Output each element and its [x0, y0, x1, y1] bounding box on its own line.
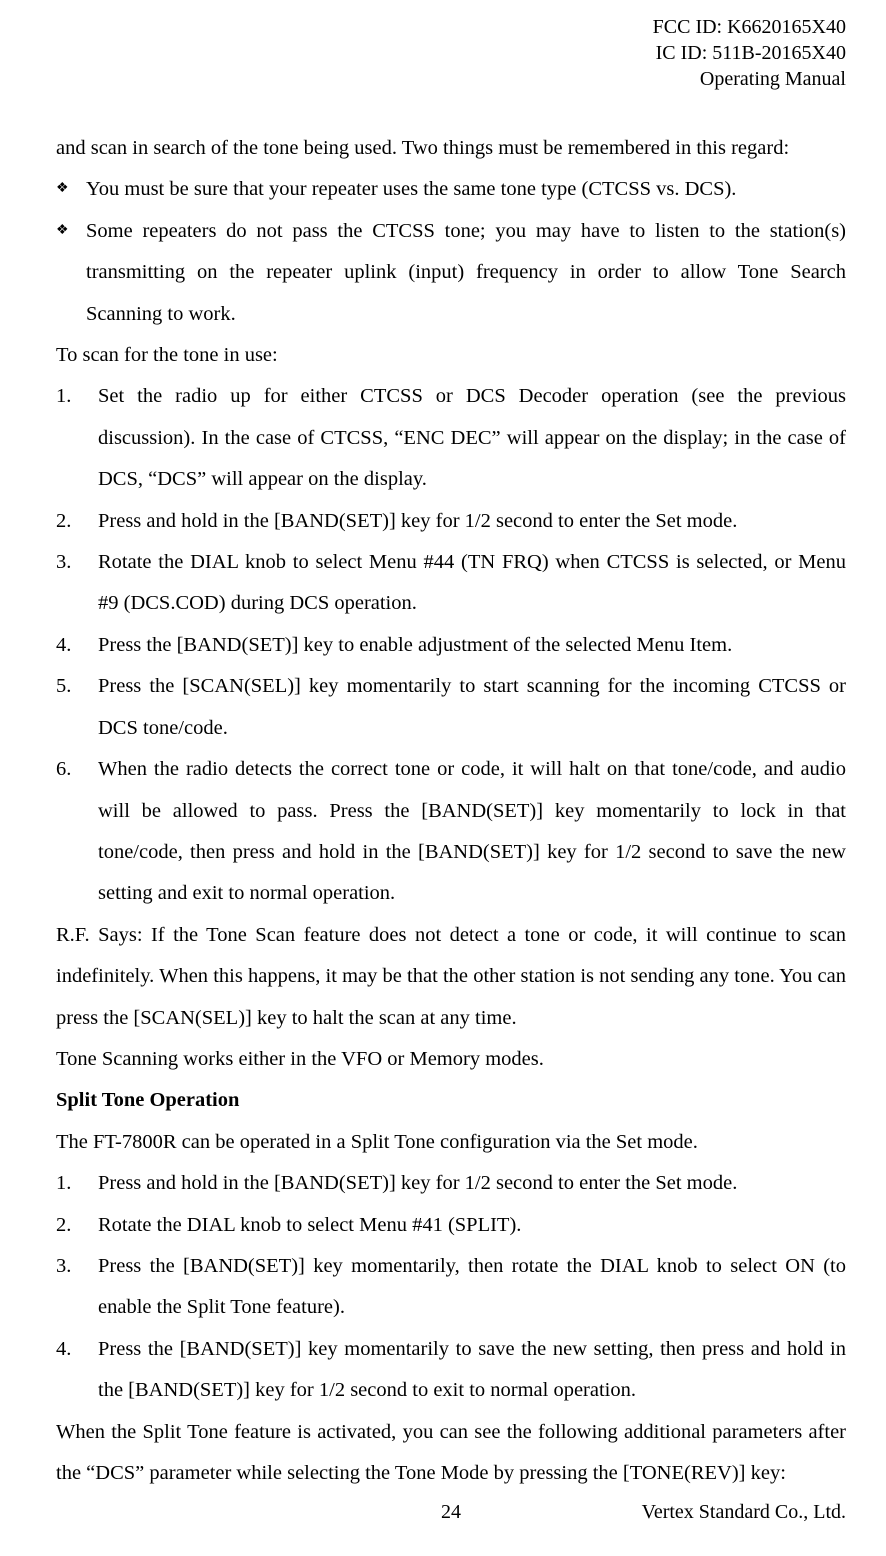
ic-id-line: IC ID: 511B-20165X40	[56, 40, 846, 66]
step-text: When the radio detects the correct tone …	[98, 758, 846, 904]
step-number: 4.	[56, 1329, 86, 1370]
rf-says-paragraph: R.F. Says: If the Tone Scan feature does…	[56, 915, 846, 1039]
step-text: Rotate the DIAL knob to select Menu #44 …	[98, 551, 846, 614]
step-text: Set the radio up for either CTCSS or DCS…	[98, 385, 846, 490]
company-name: Vertex Standard Co., Ltd.	[642, 1492, 846, 1532]
step-text: Press and hold in the [BAND(SET)] key fo…	[98, 510, 737, 532]
document-page: FCC ID: K6620165X40 IC ID: 511B-20165X40…	[0, 0, 886, 1556]
bullet-item: You must be sure that your repeater uses…	[56, 169, 846, 210]
list-item: 5. Press the [SCAN(SEL)] key momentarily…	[56, 666, 846, 749]
list-item: 1. Set the radio up for either CTCSS or …	[56, 376, 846, 500]
step-number: 6.	[56, 749, 86, 790]
list-item: 2. Rotate the DIAL knob to select Menu #…	[56, 1205, 846, 1246]
step-number: 3.	[56, 542, 86, 583]
step-number: 5.	[56, 666, 86, 707]
split-outro-paragraph: When the Split Tone feature is activated…	[56, 1412, 846, 1495]
step-number: 3.	[56, 1246, 86, 1287]
list-item: 4. Press the [BAND(SET)] key to enable a…	[56, 625, 846, 666]
split-steps-list: 1. Press and hold in the [BAND(SET)] key…	[56, 1163, 846, 1411]
step-text: Rotate the DIAL knob to select Menu #41 …	[98, 1214, 521, 1236]
remember-bullets: You must be sure that your repeater uses…	[56, 169, 846, 335]
step-text: Press and hold in the [BAND(SET)] key fo…	[98, 1172, 737, 1194]
step-number: 1.	[56, 1163, 86, 1204]
list-item: 1. Press and hold in the [BAND(SET)] key…	[56, 1163, 846, 1204]
list-item: 6. When the radio detects the correct to…	[56, 749, 846, 915]
bullet-item: Some repeaters do not pass the CTCSS ton…	[56, 211, 846, 335]
scan-intro-line: To scan for the tone in use:	[56, 335, 846, 376]
step-text: Press the [SCAN(SEL)] key momentarily to…	[98, 675, 846, 738]
intro-paragraph: and scan in search of the tone being use…	[56, 128, 846, 169]
fcc-id-line: FCC ID: K6620165X40	[56, 14, 846, 40]
manual-title-line: Operating Manual	[56, 66, 846, 92]
list-item: 3. Press the [BAND(SET)] key momentarily…	[56, 1246, 846, 1329]
split-intro-line: The FT-7800R can be operated in a Split …	[56, 1122, 846, 1163]
split-tone-title: Split Tone Operation	[56, 1080, 846, 1121]
page-header: FCC ID: K6620165X40 IC ID: 511B-20165X40…	[56, 14, 846, 92]
step-number: 1.	[56, 376, 86, 417]
step-text: Press the [BAND(SET)] key momentarily to…	[98, 1338, 846, 1401]
step-number: 2.	[56, 501, 86, 542]
step-text: Press the [BAND(SET)] key momentarily, t…	[98, 1255, 846, 1318]
page-footer: 24 Vertex Standard Co., Ltd.	[56, 1492, 846, 1532]
list-item: 3. Rotate the DIAL knob to select Menu #…	[56, 542, 846, 625]
step-number: 4.	[56, 625, 86, 666]
list-item: 4. Press the [BAND(SET)] key momentarily…	[56, 1329, 846, 1412]
step-text: Press the [BAND(SET)] key to enable adju…	[98, 634, 732, 656]
step-number: 2.	[56, 1205, 86, 1246]
scan-steps-list: 1. Set the radio up for either CTCSS or …	[56, 376, 846, 914]
tone-modes-line: Tone Scanning works either in the VFO or…	[56, 1039, 846, 1080]
list-item: 2. Press and hold in the [BAND(SET)] key…	[56, 501, 846, 542]
